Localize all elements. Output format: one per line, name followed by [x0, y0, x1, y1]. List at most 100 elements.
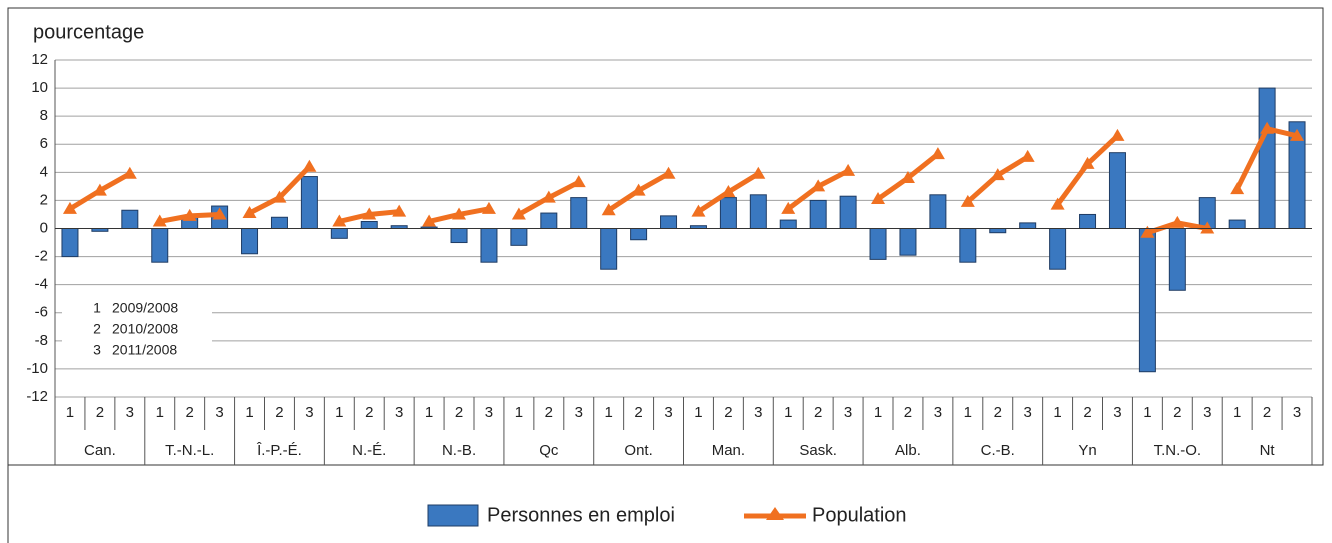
- x-tick-label: 3: [1203, 404, 1211, 421]
- bar: [1108, 152, 1126, 229]
- bar: [270, 216, 288, 229]
- line-marker: [152, 214, 167, 227]
- bar: [749, 194, 767, 230]
- x-tick-label: 2: [545, 404, 553, 421]
- x-group-label: Nt: [1260, 442, 1276, 459]
- line-marker: [272, 190, 287, 203]
- x-tick-label: 3: [844, 404, 852, 421]
- x-group-label: Can.: [84, 442, 116, 459]
- y-tick-label: 6: [40, 135, 48, 152]
- line-marker: [631, 183, 646, 196]
- x-group-label: C.-B.: [981, 442, 1015, 459]
- x-tick-label: 1: [156, 404, 164, 421]
- bar: [600, 228, 618, 270]
- note-box: [62, 296, 212, 362]
- x-tick-label: 2: [1083, 404, 1091, 421]
- line-marker: [182, 208, 197, 221]
- x-tick-label: 2: [455, 404, 463, 421]
- y-tick-label: -2: [35, 248, 48, 265]
- x-tick-label: 3: [664, 404, 672, 421]
- line-marker: [481, 201, 496, 214]
- line-marker: [1140, 225, 1155, 238]
- x-group-label: T.N.-O.: [1154, 442, 1202, 459]
- x-tick-label: 1: [1053, 404, 1061, 421]
- line-marker: [661, 166, 676, 179]
- x-tick-label: 3: [934, 404, 942, 421]
- bar: [869, 228, 887, 260]
- axis-title: pourcentage: [33, 21, 144, 43]
- x-group-label: Man.: [712, 442, 745, 459]
- bar: [540, 212, 558, 230]
- bar: [899, 228, 917, 256]
- x-tick-label: 3: [754, 404, 762, 421]
- y-tick-label: 2: [40, 191, 48, 208]
- y-tick-label: -4: [35, 276, 48, 293]
- line-marker: [452, 207, 467, 220]
- line-marker: [811, 179, 826, 192]
- x-tick-label: 2: [634, 404, 642, 421]
- x-tick-label: 3: [215, 404, 223, 421]
- line-marker: [571, 175, 586, 188]
- bar: [839, 195, 857, 229]
- x-tick-label: 3: [575, 404, 583, 421]
- bar: [300, 176, 318, 230]
- x-tick-label: 2: [275, 404, 283, 421]
- x-tick-label: 1: [66, 404, 74, 421]
- population-line: [1055, 134, 1120, 207]
- line-marker: [751, 166, 766, 179]
- line-marker: [122, 166, 137, 179]
- x-group-label: Ont.: [624, 442, 652, 459]
- line-marker: [1110, 128, 1125, 141]
- y-tick-label: -10: [26, 360, 48, 377]
- x-tick-label: 2: [904, 404, 912, 421]
- bar: [779, 219, 797, 229]
- bar: [121, 209, 139, 229]
- line-marker: [1050, 197, 1065, 210]
- line-marker: [92, 183, 107, 196]
- x-tick-label: 3: [1293, 404, 1301, 421]
- bar: [480, 228, 498, 263]
- line-marker: [900, 170, 915, 183]
- x-tick-label: 3: [1024, 404, 1032, 421]
- x-tick-label: 1: [245, 404, 253, 421]
- line-marker: [841, 163, 856, 176]
- bar: [1258, 87, 1276, 230]
- x-tick-label: 3: [305, 404, 313, 421]
- x-tick-label: 2: [724, 404, 732, 421]
- x-tick-label: 2: [814, 404, 822, 421]
- chart-frame: [7, 7, 1324, 466]
- x-tick-label: 1: [1143, 404, 1151, 421]
- note-label: 2010/2008: [112, 321, 178, 337]
- y-tick-label: 10: [31, 79, 48, 96]
- line-marker: [1230, 182, 1245, 195]
- note-label: 2011/2008: [112, 342, 177, 358]
- x-group-label: Yn: [1078, 442, 1096, 459]
- population-line: [248, 164, 312, 216]
- x-tick-label: 3: [126, 404, 134, 421]
- line-marker: [62, 201, 77, 214]
- note-key: 3: [93, 342, 101, 358]
- line-marker: [781, 201, 796, 214]
- bar: [1049, 228, 1067, 270]
- x-tick-label: 2: [96, 404, 104, 421]
- bar: [989, 228, 1007, 234]
- x-tick-label: 1: [694, 404, 702, 421]
- bar: [360, 220, 378, 230]
- line-marker: [990, 168, 1005, 181]
- bar: [510, 228, 528, 246]
- line-marker: [1170, 215, 1185, 228]
- x-tick-label: 2: [1263, 404, 1271, 421]
- x-tick-label: 1: [784, 404, 792, 421]
- legend-swatch: [427, 504, 479, 527]
- bar: [630, 228, 648, 241]
- bar: [1138, 228, 1156, 373]
- x-group-label: Qc: [539, 442, 559, 459]
- x-group-label: N.-B.: [442, 442, 476, 459]
- line-marker: [691, 204, 706, 217]
- bar: [660, 215, 678, 230]
- bar: [151, 228, 169, 263]
- bar: [959, 228, 977, 263]
- line-marker: [721, 184, 736, 197]
- line-marker: [332, 214, 347, 227]
